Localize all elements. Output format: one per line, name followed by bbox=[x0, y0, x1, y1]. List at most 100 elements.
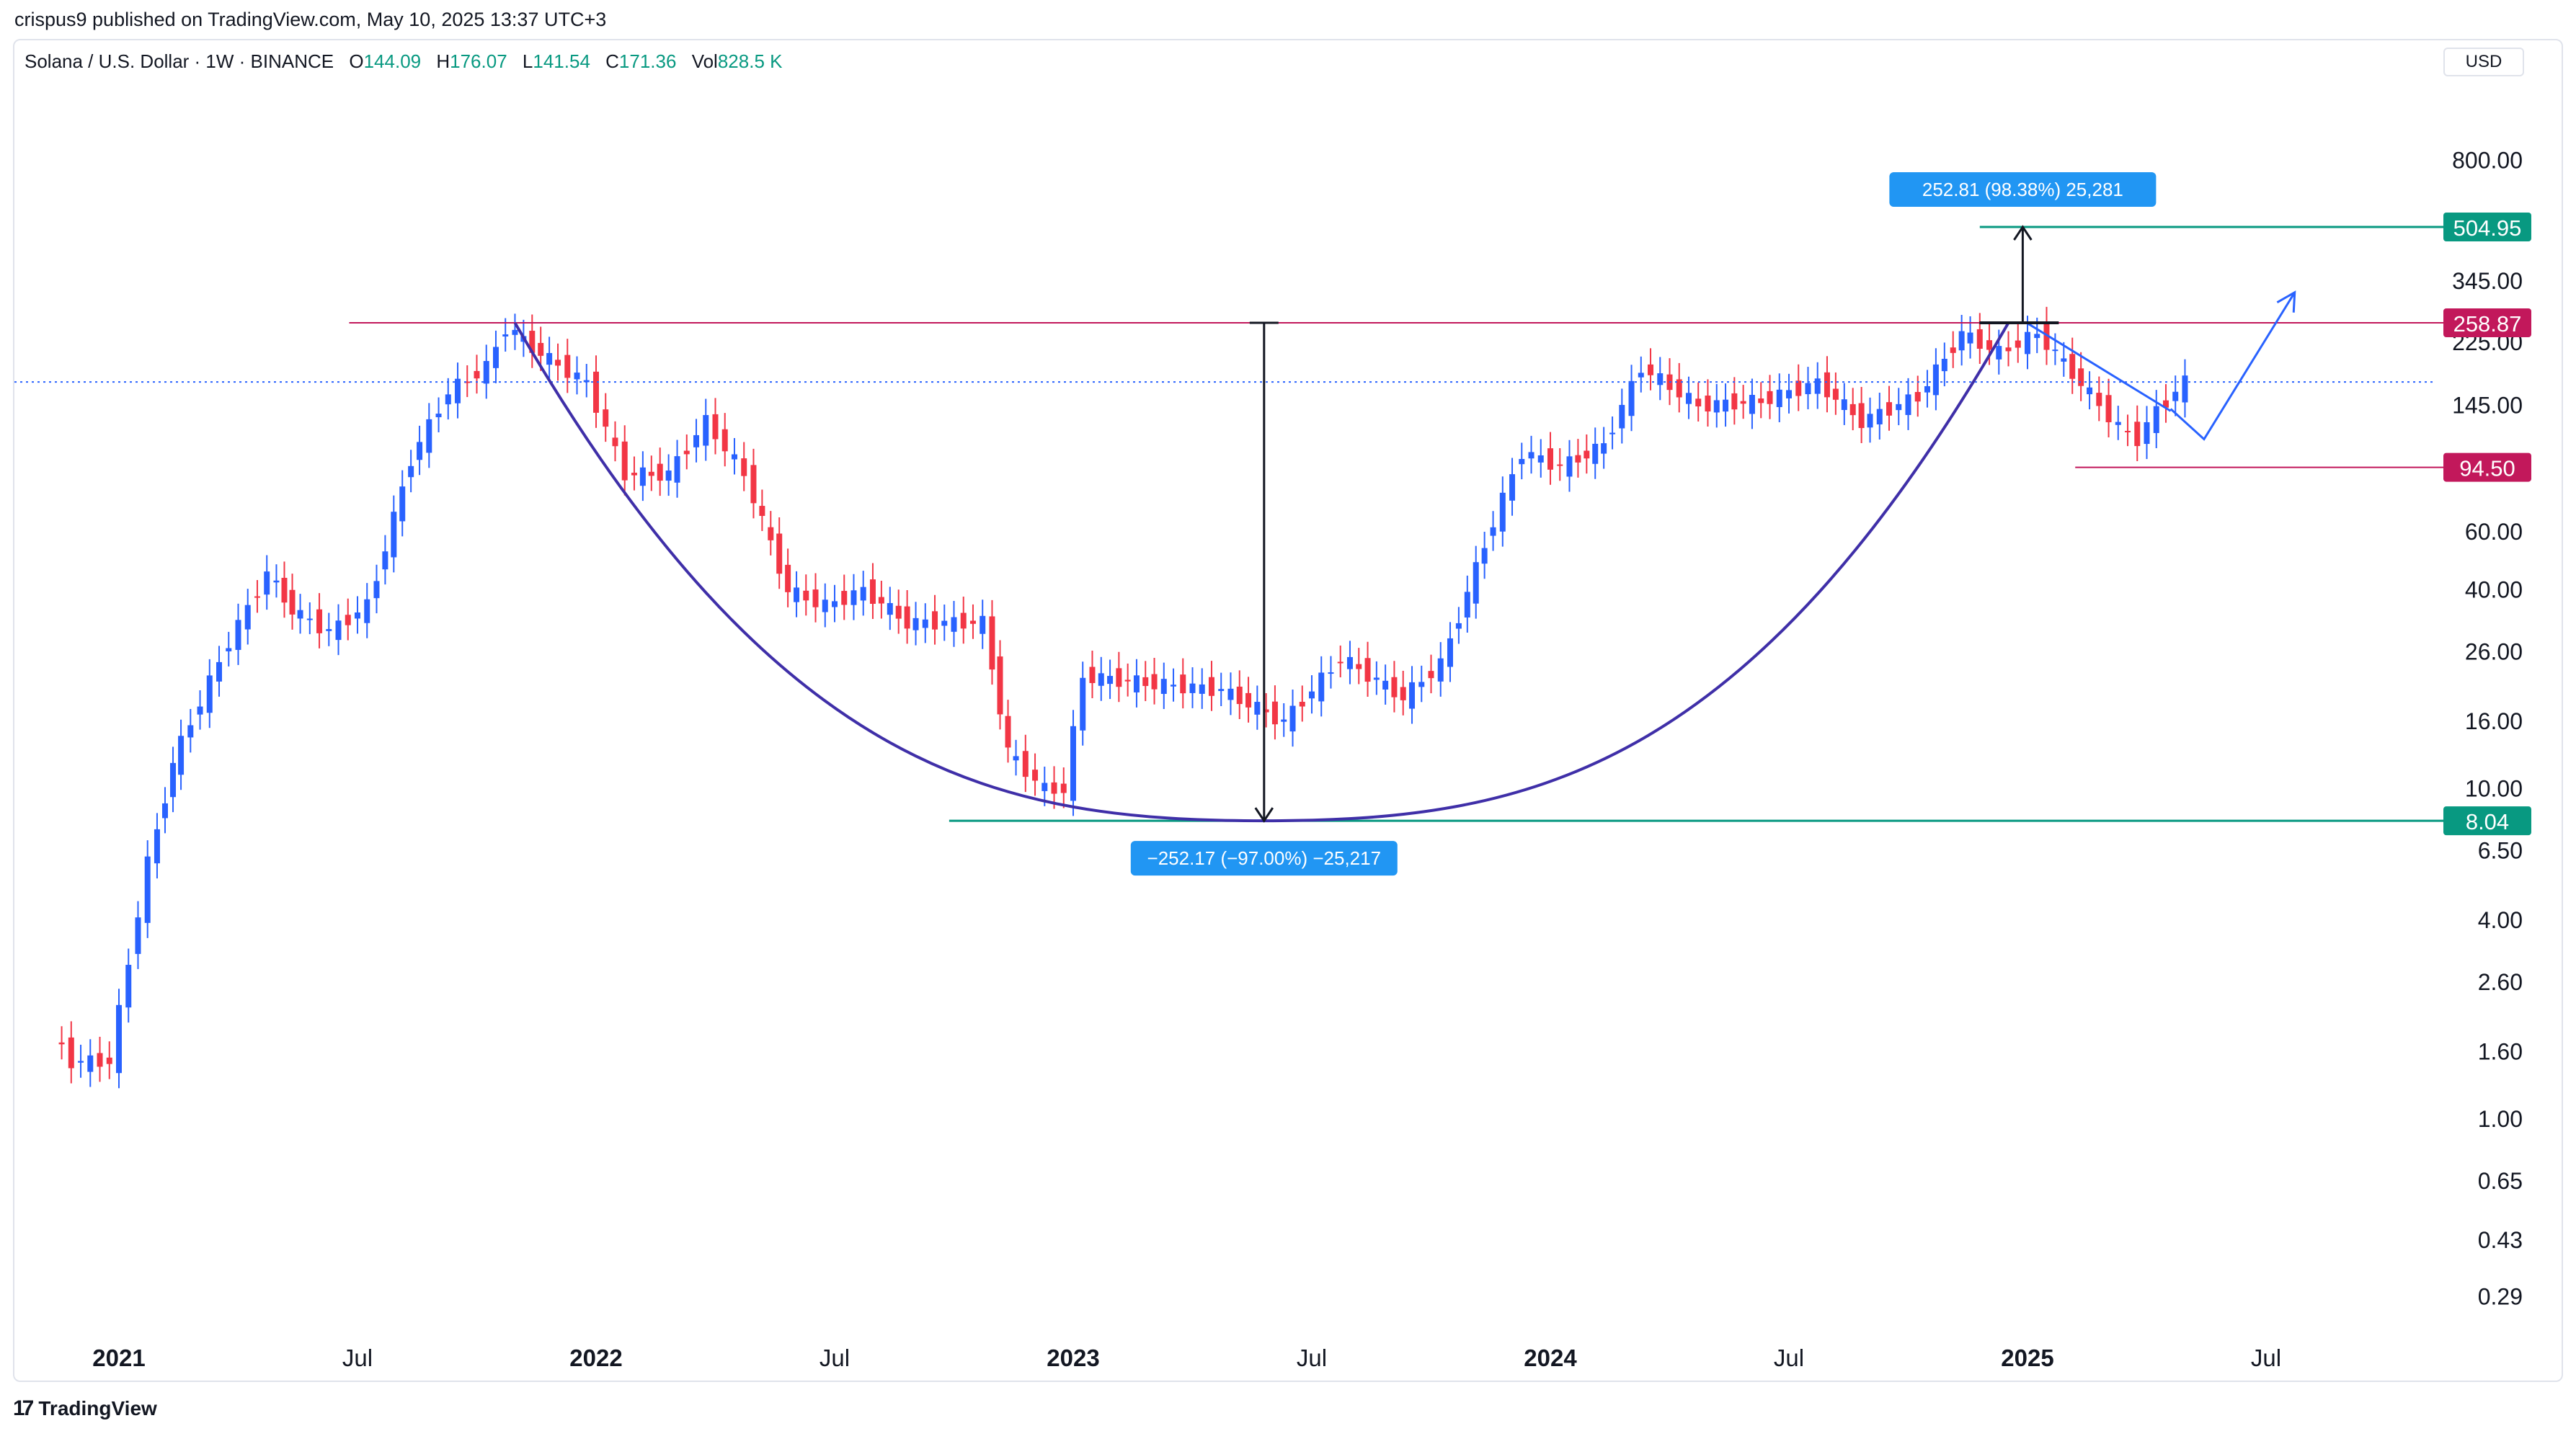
candle-body bbox=[1924, 385, 1930, 393]
candle-body bbox=[1528, 452, 1535, 459]
y-tick-label: 10.00 bbox=[2465, 776, 2523, 802]
candle-body bbox=[1749, 395, 1755, 414]
candle-body bbox=[1519, 458, 1525, 465]
candle-body bbox=[445, 394, 451, 405]
close-value: 171.36 bbox=[618, 50, 677, 72]
candle-body bbox=[483, 360, 489, 384]
cup-curve bbox=[513, 321, 2010, 823]
candle-body bbox=[2153, 406, 2159, 434]
candle-body bbox=[1473, 562, 1479, 604]
candle-body bbox=[2015, 340, 2021, 348]
candle-body bbox=[1896, 404, 1902, 411]
candle-body bbox=[2115, 422, 2121, 425]
close-label: C bbox=[605, 50, 619, 72]
candle-body bbox=[997, 656, 1003, 715]
candle-body bbox=[887, 602, 893, 615]
currency-selector[interactable]: USD bbox=[2443, 48, 2524, 76]
candle-body bbox=[1022, 751, 1029, 777]
candle-body bbox=[1575, 455, 1581, 463]
candle-body bbox=[1876, 409, 1883, 424]
candle-body bbox=[1328, 672, 1334, 674]
candle-body bbox=[1151, 674, 1158, 690]
candle-body bbox=[812, 589, 819, 607]
candle-body bbox=[776, 533, 783, 574]
candle-body bbox=[1133, 675, 1140, 692]
candle-body bbox=[693, 434, 700, 447]
candle-body bbox=[474, 370, 480, 379]
candle-body bbox=[768, 527, 774, 540]
y-tick-label: 800.00 bbox=[2452, 147, 2523, 173]
candle-body bbox=[1271, 701, 1278, 725]
candle-body bbox=[206, 675, 213, 713]
x-tick-label: 2023 bbox=[1047, 1345, 1099, 1371]
candle-body bbox=[97, 1053, 103, 1067]
candle-body bbox=[1318, 672, 1325, 702]
candle-body bbox=[1776, 389, 1782, 407]
tradingview-brand[interactable]: 17 TradingView bbox=[13, 1396, 157, 1421]
candle-body bbox=[1373, 677, 1380, 680]
candle-body bbox=[529, 331, 536, 353]
candle-body bbox=[922, 619, 928, 628]
candle-body bbox=[969, 620, 976, 624]
candle-body bbox=[1107, 676, 1114, 685]
candle-body bbox=[1218, 689, 1225, 692]
candle-body bbox=[1740, 401, 1746, 404]
candle-body bbox=[1142, 677, 1149, 687]
candle-body bbox=[1041, 783, 1048, 791]
candle-body bbox=[417, 442, 423, 460]
candle-body bbox=[932, 611, 938, 630]
candle-body bbox=[639, 467, 646, 486]
candle-body bbox=[1400, 687, 1406, 700]
candle-body bbox=[665, 471, 672, 481]
candle-body bbox=[1767, 391, 1773, 404]
symbol-legend: Solana / U.S. Dollar · 1W · BINANCE O144… bbox=[25, 50, 782, 73]
candle-body bbox=[335, 620, 342, 641]
candle-body bbox=[878, 597, 884, 604]
measure-label: 252.81 (98.38%) 25,281 bbox=[1922, 179, 2123, 200]
candle-body bbox=[116, 1004, 122, 1074]
candle-body bbox=[264, 571, 270, 595]
candle-body bbox=[869, 579, 876, 605]
x-tick-label: 2024 bbox=[1524, 1345, 1577, 1371]
candle-body bbox=[1592, 443, 1599, 464]
measure-label-bg bbox=[1889, 171, 2157, 207]
candle-body bbox=[197, 706, 203, 715]
candle-body bbox=[326, 629, 332, 631]
candle-body bbox=[1245, 692, 1252, 708]
volume-label: Vol bbox=[691, 50, 718, 72]
candle-body bbox=[289, 589, 296, 615]
candle-body bbox=[1309, 691, 1315, 699]
candle-body bbox=[345, 615, 351, 625]
candle-body bbox=[373, 581, 380, 599]
candle-body bbox=[464, 381, 471, 383]
candle-body bbox=[1584, 450, 1590, 459]
candle-body bbox=[1950, 347, 1956, 353]
candle-body bbox=[1858, 403, 1865, 429]
candle-body bbox=[187, 725, 194, 738]
candle-body bbox=[1932, 364, 1939, 396]
candle-body bbox=[1464, 592, 1470, 618]
candle-body bbox=[87, 1055, 94, 1072]
publisher-line: crispus9 published on TradingView.com, M… bbox=[14, 9, 607, 30]
candle-body bbox=[951, 617, 957, 632]
candle-body bbox=[1189, 683, 1196, 693]
candle-body bbox=[1199, 684, 1205, 694]
candle-body bbox=[1657, 373, 1664, 385]
candle-body bbox=[621, 441, 628, 481]
candle-body bbox=[426, 419, 432, 453]
candle-body bbox=[731, 454, 737, 460]
candle-body bbox=[1648, 364, 1654, 375]
candle-body bbox=[1723, 399, 1729, 412]
price-badge: 94.50 bbox=[2459, 456, 2515, 481]
volume-value: 828.5 K bbox=[717, 50, 783, 72]
candle-body bbox=[1171, 685, 1177, 687]
candle-body bbox=[603, 409, 609, 427]
candle-body bbox=[1116, 668, 1122, 687]
candle-body bbox=[750, 465, 757, 504]
candle-body bbox=[1628, 380, 1635, 416]
y-tick-label: 26.00 bbox=[2465, 638, 2523, 664]
candle-body bbox=[1566, 456, 1573, 477]
candle-body bbox=[1499, 492, 1506, 532]
candle-body bbox=[1795, 380, 1802, 396]
